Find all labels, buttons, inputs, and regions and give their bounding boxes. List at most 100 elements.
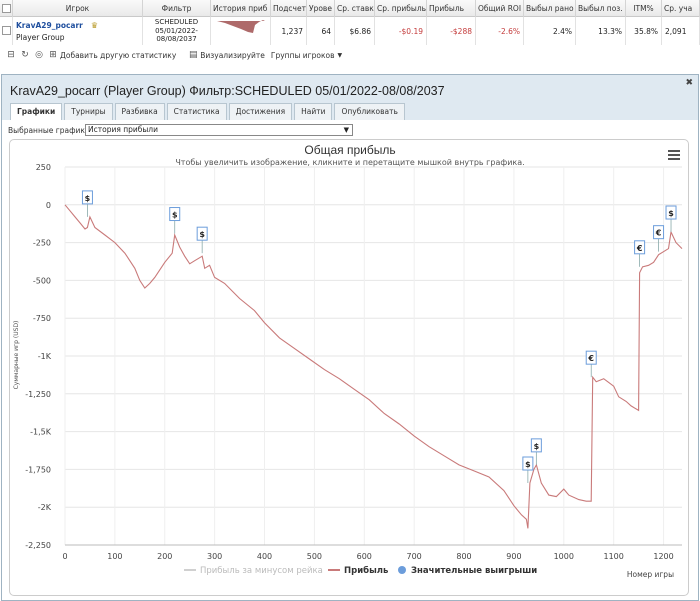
- profit-series-line: [64, 204, 683, 529]
- view-icon[interactable]: ◎: [35, 50, 43, 60]
- panel-tabs: Графики Турниры Разбивка Статистика Дост…: [10, 103, 407, 120]
- table-header: Игрок Фильтр История приб Подсчет Урове …: [0, 0, 700, 17]
- y-tick-label: -1,5K: [30, 428, 52, 437]
- big-win-flag: [196, 226, 208, 241]
- x-tick-label: 1200: [653, 552, 673, 561]
- col-header-roi[interactable]: Общий ROI: [476, 0, 524, 17]
- chevron-down-icon[interactable]: ▼: [343, 126, 349, 134]
- count-value: 1,237: [271, 17, 307, 45]
- col-header-late-out[interactable]: Выбыл поз.: [576, 0, 626, 17]
- x-tick-label: 100: [107, 552, 122, 561]
- big-win-flag-label: €: [655, 229, 662, 238]
- trophy-icon: ♛: [90, 21, 99, 30]
- add-stats-icon: ⊞: [49, 50, 57, 60]
- x-tick-label: 500: [307, 552, 322, 561]
- tab-statistics[interactable]: Статистика: [166, 103, 227, 120]
- y-tick-label: -1K: [38, 352, 52, 361]
- tab-publish[interactable]: Опубликовать: [334, 103, 405, 120]
- profit-value: -$288: [427, 17, 476, 45]
- big-win-flag: [585, 350, 597, 365]
- avg-stake-value: $6.86: [335, 17, 375, 45]
- filter-cell: SCHEDULED 05/01/2022- 08/08/2037: [143, 17, 211, 45]
- close-icon[interactable]: ✖: [685, 78, 693, 88]
- y-tick-label: -2,250: [25, 541, 51, 550]
- chart-menu-icon[interactable]: [668, 150, 680, 162]
- big-win-flag: [653, 225, 665, 240]
- table-toolbar: ⊟ ↻ ◎ ⊞ Добавить другую статистику ▤ Виз…: [0, 46, 700, 64]
- player-group-label: Player Group: [16, 33, 65, 42]
- tab-breakdown[interactable]: Разбивка: [114, 103, 165, 120]
- big-win-flag: [665, 205, 677, 220]
- y-tick-label: 0: [46, 201, 51, 210]
- big-win-flag: [530, 438, 542, 453]
- chart-canvas[interactable]: 250 0 -250 -500 -750 -1K -1,250 -1,5K -1,750 -2K -…: [10, 140, 690, 597]
- col-header-history[interactable]: История приб: [211, 0, 271, 17]
- chart-select[interactable]: История прибыли ▼: [85, 124, 353, 136]
- col-header-avg-profit[interactable]: Ср. прибыль: [375, 0, 427, 17]
- player-groups-menu[interactable]: Группы игроков: [270, 50, 335, 60]
- big-win-flag: [81, 190, 93, 205]
- avg-entry-value: 2,091: [662, 17, 700, 45]
- x-tick-label: 1000: [554, 552, 574, 561]
- add-stats-button[interactable]: Добавить другую статистику: [60, 50, 177, 60]
- late-out-value: 13.3%: [576, 17, 626, 45]
- big-win-flag-label: $: [534, 442, 540, 451]
- table-row[interactable]: KravA29_pocarr ♛ Player Group SCHEDULED …: [0, 17, 700, 45]
- big-win-flag-label: $: [199, 230, 205, 239]
- chart-select-value: История прибыли: [88, 125, 158, 134]
- x-tick-label: 0: [62, 552, 67, 561]
- profit-history-sparkline[interactable]: [211, 17, 271, 45]
- refresh-icon[interactable]: ↻: [21, 50, 29, 60]
- x-axis-label: Номер игры: [627, 570, 674, 579]
- col-header-count[interactable]: Подсчет: [271, 0, 307, 17]
- col-header-early-out[interactable]: Выбыл рано: [524, 0, 576, 17]
- legend-bigwin-label: Значительные выигрыши: [411, 566, 537, 576]
- level-value: 64: [307, 17, 335, 45]
- tab-find[interactable]: Найти: [294, 103, 333, 120]
- legend-profit-label: Прибыль: [344, 565, 388, 576]
- big-win-flag: [522, 456, 534, 471]
- x-tick-label: 1100: [603, 552, 623, 561]
- player-details-panel: KravA29_pocarr (Player Group) Фильтр:SCH…: [1, 74, 699, 601]
- legend-bigwin-swatch: [398, 566, 406, 574]
- chevron-down-icon[interactable]: ▼: [337, 51, 343, 59]
- panel-title: KravA29_pocarr (Player Group) Фильтр:SCH…: [10, 84, 445, 98]
- filter-line-3: 08/08/2037: [156, 35, 197, 44]
- legend-rake-label: Прибыль за минусом рейка: [200, 566, 323, 576]
- itm-value: 35.8%: [626, 17, 662, 45]
- col-header-itm[interactable]: ITM%: [626, 0, 662, 17]
- tab-charts[interactable]: Графики: [10, 103, 63, 120]
- y-tick-label: 250: [36, 163, 51, 172]
- profit-chart[interactable]: Общая прибыль Чтобы увеличить изображени…: [9, 139, 689, 596]
- y-tick-label: -1,250: [25, 390, 51, 399]
- tab-tournaments[interactable]: Турниры: [64, 103, 113, 120]
- sparkline-graph: [216, 20, 265, 33]
- y-tick-label: -500: [33, 276, 51, 285]
- y-tick-label: -2K: [38, 503, 52, 512]
- tab-achievements[interactable]: Достижения: [228, 103, 293, 120]
- big-win-flag: [169, 207, 181, 222]
- col-header-avg-stake[interactable]: Ср. ставк: [335, 0, 375, 17]
- col-header-player[interactable]: Игрок: [13, 0, 143, 17]
- big-win-flag-label: $: [85, 194, 91, 203]
- row-checkbox[interactable]: [2, 26, 11, 35]
- big-win-flag-label: $: [525, 460, 531, 469]
- visualize-button[interactable]: Визуализируйте: [200, 50, 265, 60]
- x-tick-label: 800: [456, 552, 471, 561]
- y-tick-label: -750: [33, 314, 51, 323]
- col-header-filter[interactable]: Фильтр: [143, 0, 211, 17]
- col-header-profit[interactable]: Прибыль: [427, 0, 476, 17]
- select-all-header[interactable]: [0, 0, 13, 17]
- col-header-level[interactable]: Урове: [307, 0, 335, 17]
- select-all-checkbox[interactable]: [2, 4, 11, 13]
- chart-title: Общая прибыль: [304, 143, 396, 157]
- player-name-link[interactable]: KravA29_pocarr: [16, 21, 83, 30]
- x-tick-label: 200: [157, 552, 172, 561]
- chart-icon: ▤: [189, 50, 198, 60]
- big-win-flag-label: $: [668, 209, 674, 218]
- filter-line-2: 05/01/2022-: [155, 26, 198, 35]
- big-win-flag-label: €: [587, 354, 594, 363]
- row-checkbox-cell[interactable]: [0, 17, 13, 45]
- col-header-avg-entry[interactable]: Ср. уча: [662, 0, 700, 17]
- collapse-icon[interactable]: ⊟: [7, 50, 15, 60]
